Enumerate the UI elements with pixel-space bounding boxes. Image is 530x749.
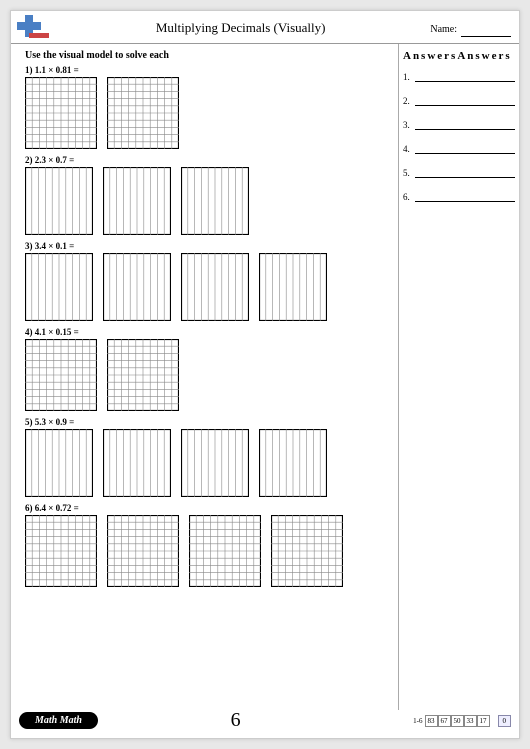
problem: 3) 3.4 × 0.1 =	[25, 241, 392, 321]
grid-model	[103, 253, 171, 321]
grid-model	[271, 515, 343, 587]
grid-model	[189, 515, 261, 587]
grid-model	[103, 429, 171, 497]
answer-number: 6.	[403, 192, 415, 202]
answer-blank-line	[415, 144, 515, 154]
grid-row	[25, 515, 392, 587]
problem-label: 4) 4.1 × 0.15 =	[25, 327, 392, 337]
answer-row: 5.	[403, 168, 515, 178]
grid-model	[107, 77, 179, 149]
grid-row	[25, 429, 392, 497]
problem-label: 2) 2.3 × 0.7 =	[25, 155, 392, 165]
score-box: 1-6 8367503317 0	[413, 715, 511, 727]
problem: 4) 4.1 × 0.15 =	[25, 327, 392, 411]
instruction: Use the visual model to solve each	[25, 50, 392, 61]
answer-number: 2.	[403, 96, 415, 106]
grid-row	[25, 167, 392, 235]
score-final: 0	[498, 715, 512, 727]
grid-model	[25, 339, 97, 411]
problems-column: Use the visual model to solve each 1) 1.…	[11, 44, 399, 710]
logo-icon	[15, 15, 51, 41]
grid-model	[25, 515, 97, 587]
answer-number: 4.	[403, 144, 415, 154]
problem-label: 1) 1.1 × 0.81 =	[25, 65, 392, 75]
answer-row: 1.	[403, 72, 515, 82]
score-cell: 50	[451, 715, 464, 727]
score-cells: 8367503317	[425, 717, 490, 725]
problem: 6) 6.4 × 0.72 =	[25, 503, 392, 587]
answers-container: 1. 2. 3. 4. 5. 6.	[403, 72, 515, 202]
page-title: Multiplying Decimals (Visually)	[51, 20, 430, 36]
grid-model	[181, 167, 249, 235]
name-label: Name:	[430, 24, 457, 35]
score-cell: 33	[464, 715, 477, 727]
grid-row	[25, 77, 392, 149]
grid-model	[103, 167, 171, 235]
answers-title: AnswersAnswers	[403, 50, 515, 62]
score-cell: 67	[438, 715, 451, 727]
answers-column: AnswersAnswers 1. 2. 3. 4. 5. 6.	[399, 44, 519, 710]
grid-row	[25, 253, 392, 321]
score-cell: 17	[477, 715, 490, 727]
problem: 2) 2.3 × 0.7 =	[25, 155, 392, 235]
problem: 5) 5.3 × 0.9 =	[25, 417, 392, 497]
grid-model	[107, 515, 179, 587]
grid-model	[25, 167, 93, 235]
answer-blank-line	[415, 120, 515, 130]
problem-label: 3) 3.4 × 0.1 =	[25, 241, 392, 251]
problems-container: 1) 1.1 × 0.81 = 2) 2.3 × 0.7 = 3) 3.4 × 0.…	[25, 65, 392, 587]
answer-number: 1.	[403, 72, 415, 82]
answer-blank-line	[415, 96, 515, 106]
answer-blank-line	[415, 168, 515, 178]
answer-row: 4.	[403, 144, 515, 154]
score-cell: 83	[425, 715, 438, 727]
grid-model	[181, 429, 249, 497]
name-blank-line	[461, 27, 511, 37]
grid-model	[25, 429, 93, 497]
answer-row: 3.	[403, 120, 515, 130]
answer-blank-line	[415, 192, 515, 202]
name-field: Name:	[430, 19, 511, 37]
answer-number: 3.	[403, 120, 415, 130]
answer-row: 2.	[403, 96, 515, 106]
grid-model	[259, 429, 327, 497]
problem-label: 5) 5.3 × 0.9 =	[25, 417, 392, 427]
footer: Math Math 6 1-6 8367503317 0	[11, 709, 519, 732]
grid-model	[259, 253, 327, 321]
header: Multiplying Decimals (Visually) Name:	[11, 11, 519, 44]
body: Use the visual model to solve each 1) 1.…	[11, 44, 519, 710]
grid-model	[25, 77, 97, 149]
answer-number: 5.	[403, 168, 415, 178]
score-range: 1-6	[413, 717, 422, 725]
problem: 1) 1.1 × 0.81 =	[25, 65, 392, 149]
grid-model	[181, 253, 249, 321]
grid-model	[25, 253, 93, 321]
worksheet-page: Multiplying Decimals (Visually) Name: Us…	[10, 10, 520, 739]
answer-row: 6.	[403, 192, 515, 202]
problem-label: 6) 6.4 × 0.72 =	[25, 503, 392, 513]
answer-blank-line	[415, 72, 515, 82]
grid-row	[25, 339, 392, 411]
grid-model	[107, 339, 179, 411]
page-number: 6	[58, 709, 413, 732]
